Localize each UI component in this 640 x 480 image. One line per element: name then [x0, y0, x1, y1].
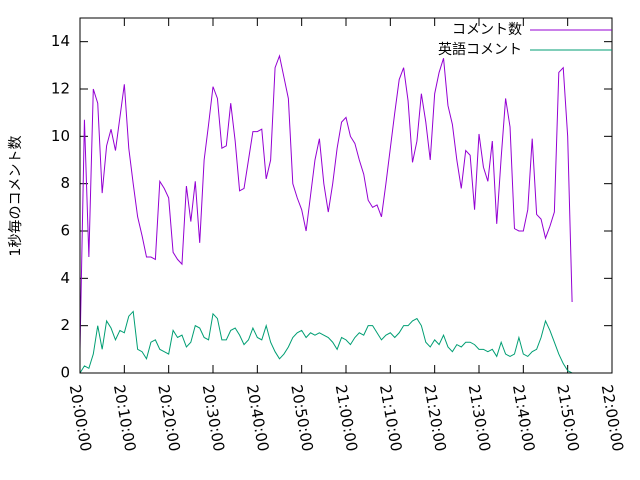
y-tick-label: 4	[60, 269, 70, 287]
x-tick-label: 22:00:00	[598, 383, 627, 452]
x-tick-label: 21:10:00	[376, 383, 405, 452]
x-tick-label: 21:50:00	[553, 383, 582, 452]
y-tick-label: 10	[51, 127, 70, 145]
legend-label: 英語コメント	[438, 41, 522, 58]
y-tick-label: 14	[51, 32, 70, 50]
x-tick-label: 20:40:00	[243, 383, 272, 452]
y-axis-label: 1秒毎のコメント数	[8, 136, 24, 257]
series-line	[79, 310, 573, 374]
x-tick-label: 21:00:00	[332, 383, 361, 452]
y-tick-label: 2	[60, 316, 70, 334]
legend-label: コメント数	[452, 22, 522, 38]
x-tick-label: 21:40:00	[509, 383, 538, 452]
y-tick-label: 8	[60, 174, 70, 192]
x-tick-label: 21:20:00	[420, 383, 449, 452]
x-tick-label: 20:10:00	[110, 383, 139, 452]
x-tick-label: 20:30:00	[199, 383, 228, 452]
y-tick-label: 12	[51, 80, 70, 98]
plot-border	[79, 17, 613, 374]
x-tick-label: 20:20:00	[154, 383, 183, 452]
y-tick-label: 6	[60, 222, 70, 240]
x-tick-label: 20:00:00	[66, 383, 95, 452]
x-tick-label: 21:30:00	[465, 383, 494, 452]
series-line	[79, 54, 573, 350]
y-tick-label: 0	[60, 364, 70, 382]
x-tick-label: 20:50:00	[287, 383, 316, 452]
